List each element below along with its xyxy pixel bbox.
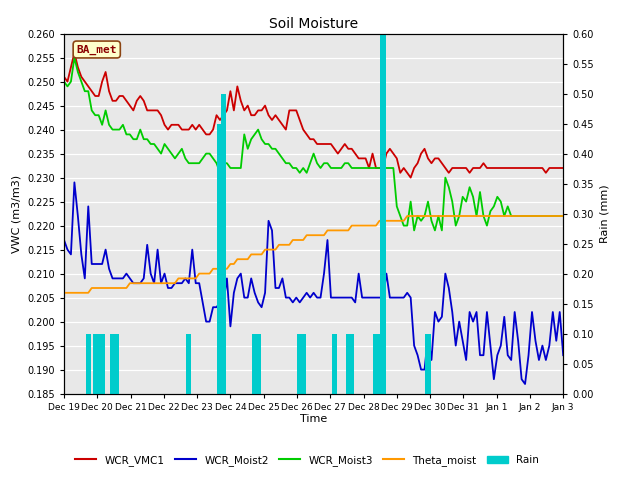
Bar	[252, 334, 257, 394]
Bar	[332, 334, 337, 394]
Bar	[93, 334, 98, 394]
Bar	[297, 334, 302, 394]
Bar	[186, 334, 191, 394]
Bar	[100, 334, 105, 394]
Bar	[221, 94, 226, 394]
Y-axis label: Rain (mm): Rain (mm)	[600, 184, 609, 243]
Bar	[301, 334, 306, 394]
Bar	[377, 334, 382, 394]
Bar	[373, 334, 379, 394]
Bar	[346, 334, 351, 394]
X-axis label: Time: Time	[300, 414, 327, 424]
Bar	[380, 34, 385, 394]
Bar	[113, 334, 118, 394]
Bar	[86, 334, 91, 394]
Text: BA_met: BA_met	[77, 44, 117, 55]
Bar	[255, 334, 260, 394]
Title: Soil Moisture: Soil Moisture	[269, 17, 358, 31]
Bar	[110, 334, 115, 394]
Bar	[349, 334, 355, 394]
Bar	[96, 334, 101, 394]
Y-axis label: VWC (m3/m3): VWC (m3/m3)	[12, 175, 22, 252]
Legend: WCR_VMC1, WCR_Moist2, WCR_Moist3, Theta_moist, Rain: WCR_VMC1, WCR_Moist2, WCR_Moist3, Theta_…	[71, 451, 543, 470]
Bar	[218, 123, 223, 394]
Bar	[426, 334, 431, 394]
